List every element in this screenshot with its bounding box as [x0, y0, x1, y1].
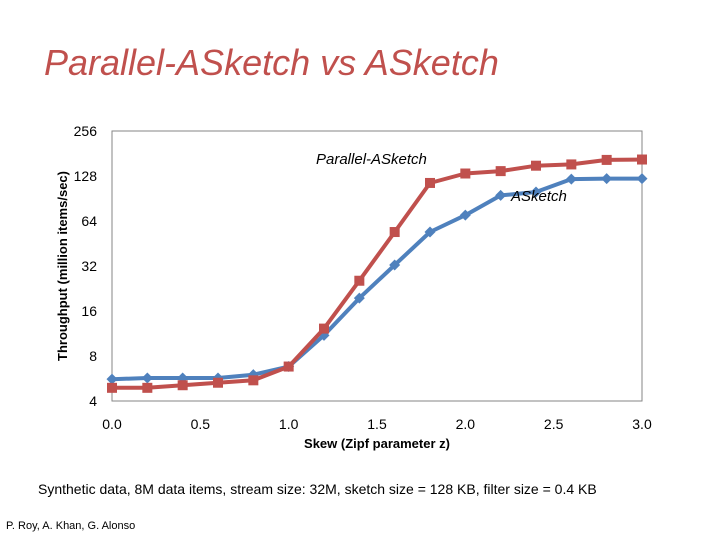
y-tick-label: 16 [81, 303, 97, 319]
data-point-asketch [459, 209, 471, 221]
throughput-chart: 4 8 16 32 64 128 256 0.0 0.5 1.0 1.5 2.0 2.5 3.0 Thr… [55, 123, 652, 451]
data-point-asketch [495, 189, 507, 201]
caption: Synthetic data, 8M data items, stream si… [38, 481, 597, 497]
data-point-parallel-asketch [425, 177, 435, 188]
y-tick-labels: 4 8 16 32 64 128 256 [74, 123, 98, 409]
x-tick-label: 1.5 [367, 416, 387, 432]
data-point-parallel-asketch [566, 159, 577, 170]
data-point-asketch [601, 173, 613, 185]
annotation-asketch: ASketch [510, 188, 567, 205]
x-tick-label: 0.5 [191, 416, 211, 432]
y-tick-label: 64 [81, 213, 97, 229]
data-point-parallel-asketch [107, 382, 117, 393]
data-point-asketch [565, 173, 577, 185]
data-point-parallel-asketch [389, 227, 400, 238]
x-tick-label: 3.0 [632, 416, 652, 432]
data-point-asketch [353, 292, 365, 304]
x-tick-label: 0.0 [102, 416, 122, 432]
y-tick-label: 4 [89, 393, 97, 409]
annotation-parallel-asketch: Parallel-ASketch [316, 151, 427, 168]
series-layer [106, 154, 648, 393]
x-axis-label: Skew (Zipf parameter z) [304, 436, 450, 451]
data-point-parallel-asketch [248, 375, 259, 386]
data-point-parallel-asketch [531, 160, 541, 171]
x-tick-label: 2.5 [544, 416, 564, 432]
slide-title: Parallel-ASketch vs ASketch [44, 42, 499, 83]
data-point-parallel-asketch [283, 361, 294, 372]
data-point-asketch [106, 373, 118, 385]
data-point-asketch [636, 173, 648, 185]
data-point-parallel-asketch [142, 382, 153, 393]
series-line-parallel-asketch [110, 157, 644, 390]
data-point-asketch [389, 259, 401, 271]
author-footer: P. Roy, A. Khan, G. Alonso [6, 520, 136, 532]
x-tick-labels: 0.0 0.5 1.0 1.5 2.0 2.5 3.0 [102, 416, 652, 432]
data-point-parallel-asketch [319, 323, 329, 334]
data-point-parallel-asketch [495, 166, 506, 177]
plot-area-frame [111, 130, 643, 402]
data-point-asketch [530, 186, 542, 198]
data-point-parallel-asketch [460, 168, 471, 179]
data-point-parallel-asketch [601, 154, 612, 165]
data-point-parallel-asketch [177, 380, 188, 391]
y-tick-label: 8 [89, 348, 97, 364]
series-line-asketch [110, 176, 644, 382]
data-point-parallel-asketch [213, 377, 223, 388]
data-point-asketch [424, 226, 436, 238]
y-tick-label: 32 [81, 258, 97, 274]
data-point-asketch [141, 372, 153, 384]
data-point-parallel-asketch [354, 275, 365, 286]
y-tick-label: 128 [74, 168, 98, 184]
y-axis-label: Throughput (million items/sec) [55, 171, 70, 361]
data-point-parallel-asketch [637, 154, 647, 165]
x-tick-label: 2.0 [456, 416, 476, 432]
y-tick-label: 256 [74, 123, 98, 139]
x-tick-label: 1.0 [279, 416, 299, 432]
